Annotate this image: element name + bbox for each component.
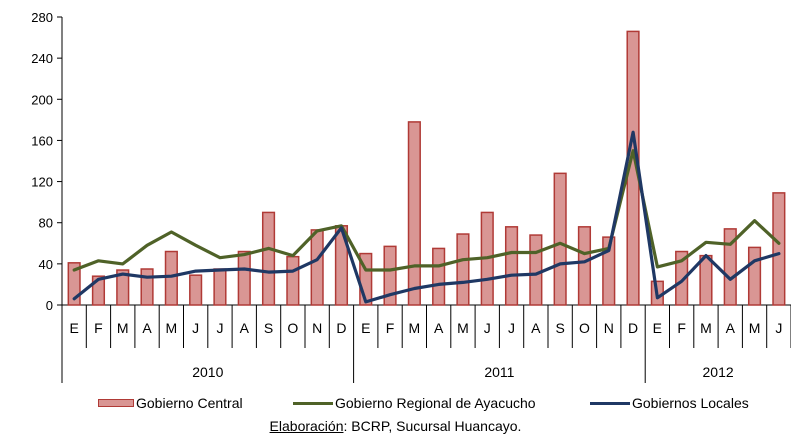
x-tick-label: M (457, 320, 469, 336)
year-label: 2012 (703, 364, 734, 380)
x-tick-label: F (94, 320, 103, 336)
x-tick-label: S (264, 320, 273, 336)
bar (602, 236, 616, 306)
bar (116, 269, 130, 306)
x-tick-label: D (628, 320, 638, 336)
x-tick-label: S (555, 320, 564, 336)
y-tick-label: 160 (31, 133, 53, 148)
year-label: 2011 (484, 364, 514, 380)
x-tick-label: J (216, 320, 223, 336)
bar (286, 255, 300, 306)
x-tick-label: J (508, 320, 515, 336)
y-tick-label: 40 (39, 257, 53, 272)
x-tick-label: A (726, 320, 736, 336)
x-tick-label: E (653, 320, 662, 336)
bar (529, 234, 543, 306)
legend-item-gobierno-central: Gobierno Central (98, 393, 243, 413)
bar (407, 121, 421, 306)
bar (456, 233, 470, 306)
bar (310, 229, 324, 306)
bar (723, 228, 737, 306)
legend-swatch-line (293, 401, 333, 405)
x-tick-label: M (749, 320, 761, 336)
bar (504, 226, 519, 306)
bar (140, 268, 154, 306)
series-line (72, 149, 781, 272)
year-label: 2010 (192, 364, 223, 380)
y-tick-label: 280 (31, 10, 53, 25)
bar (189, 274, 203, 306)
bar (699, 254, 713, 306)
legend-swatch-bar (98, 399, 134, 407)
source-label: Elaboración (269, 418, 344, 434)
x-tick-label: E (69, 320, 78, 336)
y-tick-label: 240 (31, 51, 53, 66)
x-tick-label: A (240, 320, 250, 336)
x-tick-label: O (579, 320, 590, 336)
bar (553, 172, 567, 306)
bar (772, 192, 786, 306)
y-tick-label: 0 (46, 298, 53, 313)
x-tick-label: J (484, 320, 491, 336)
chart-source-note: Elaboración: BCRP, Sucursal Huancayo. (0, 418, 791, 434)
legend-label: Gobiernos Locales (632, 395, 749, 411)
x-tick-label: O (287, 320, 298, 336)
legend-item-gobiernos-locales: Gobiernos Locales (590, 393, 749, 413)
bar (261, 211, 276, 306)
legend: Gobierno Central Gobierno Regional de Ay… (0, 393, 791, 413)
bar (213, 268, 227, 306)
x-tick-label: A (142, 320, 152, 336)
bar (91, 275, 106, 306)
bar (747, 246, 762, 306)
x-tick-label: E (361, 320, 370, 336)
y-tick-label: 200 (31, 92, 53, 107)
legend-item-gobierno-regional: Gobierno Regional de Ayacucho (293, 393, 536, 413)
bar (675, 250, 689, 306)
x-tick-label: N (604, 320, 614, 336)
x-tick-label: M (117, 320, 129, 336)
bar (383, 245, 397, 306)
y-tick-label: 120 (31, 175, 53, 190)
x-tick-label: N (312, 320, 322, 336)
bar (432, 247, 446, 306)
y-tick-label: 80 (39, 216, 53, 231)
x-tick-label: J (775, 320, 782, 336)
legend-swatch-line (590, 401, 630, 405)
x-tick-label: M (409, 320, 421, 336)
legend-label: Gobierno Regional de Ayacucho (335, 395, 536, 411)
x-tick-label: M (700, 320, 712, 336)
x-tick-label: F (386, 320, 395, 336)
x-tick-label: J (192, 320, 199, 336)
x-tick-label: A (531, 320, 541, 336)
series-line (72, 130, 781, 304)
x-tick-label: A (434, 320, 444, 336)
x-tick-label: F (677, 320, 686, 336)
x-tick-label: D (336, 320, 346, 336)
source-text: : BCRP, Sucursal Huancayo. (343, 418, 522, 434)
legend-label: Gobierno Central (136, 395, 243, 411)
bar (577, 226, 592, 306)
bar (67, 262, 81, 306)
x-tick-label: M (166, 320, 178, 336)
bar (237, 250, 251, 306)
bar (164, 250, 178, 306)
